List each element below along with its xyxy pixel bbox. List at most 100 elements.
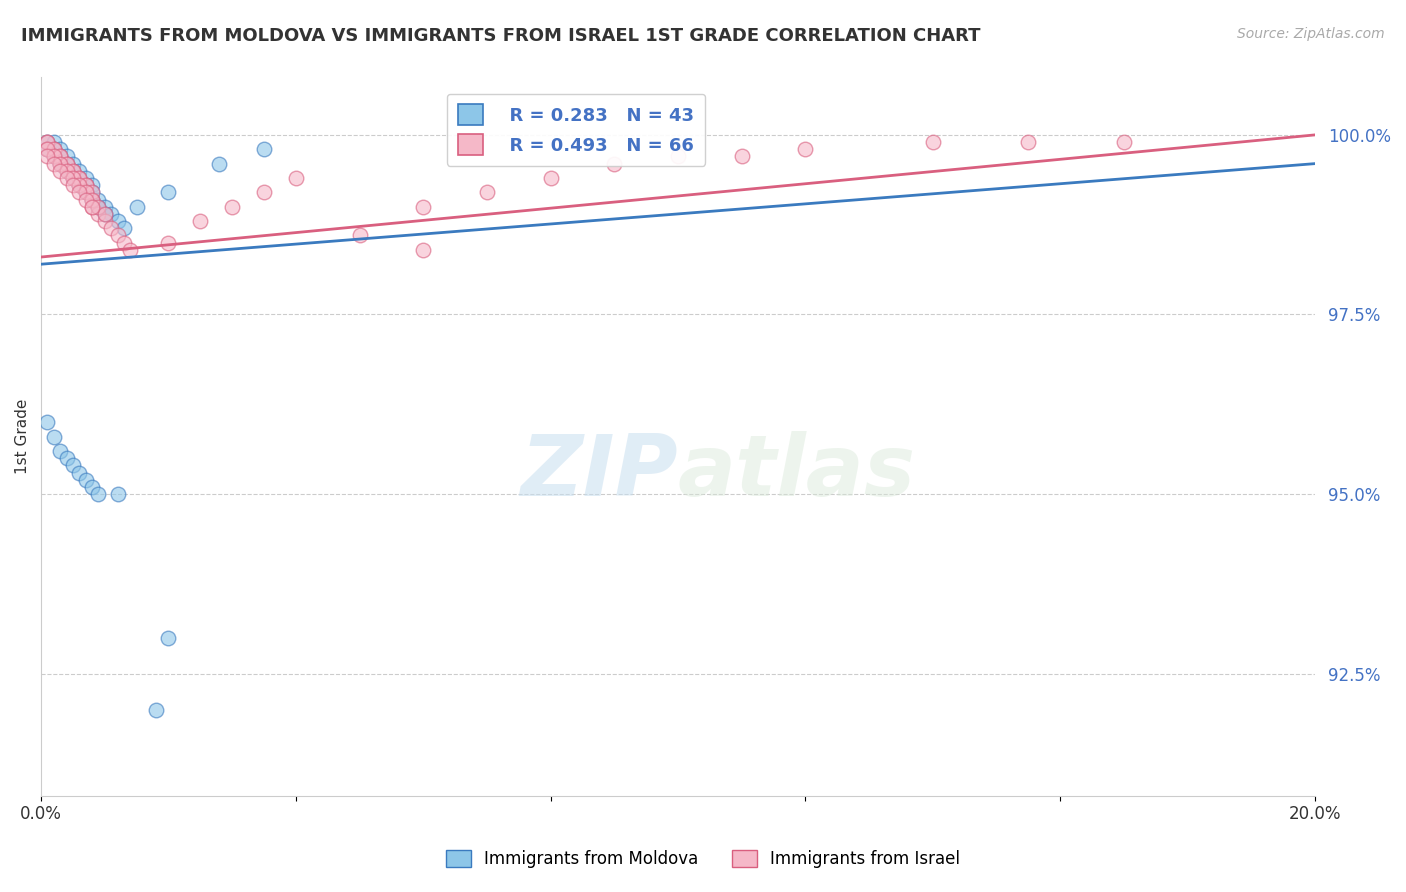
Point — [62, 164, 84, 178]
Point — [100, 207, 122, 221]
Point — [80, 178, 103, 193]
Point — [42, 142, 65, 156]
Point — [67, 178, 90, 193]
Point — [37, 149, 59, 163]
Point — [67, 164, 90, 178]
Point — [1017, 135, 1039, 149]
Point — [94, 214, 117, 228]
Point — [62, 171, 84, 186]
Point — [157, 631, 180, 645]
Point — [55, 164, 77, 178]
Point — [284, 171, 307, 186]
Point — [67, 178, 90, 193]
Point — [107, 214, 129, 228]
Point — [349, 228, 371, 243]
Point — [80, 200, 103, 214]
Point — [100, 221, 122, 235]
Point — [37, 415, 59, 429]
Point — [112, 221, 135, 235]
Point — [87, 487, 110, 501]
Point — [75, 473, 97, 487]
Point — [67, 466, 90, 480]
Point — [120, 243, 142, 257]
Point — [55, 156, 77, 170]
Point — [87, 207, 110, 221]
Point — [253, 142, 276, 156]
Point — [107, 487, 129, 501]
Point — [55, 156, 77, 170]
Point — [794, 142, 817, 156]
Point — [80, 480, 103, 494]
Point — [80, 186, 103, 200]
Text: IMMIGRANTS FROM MOLDOVA VS IMMIGRANTS FROM ISRAEL 1ST GRADE CORRELATION CHART: IMMIGRANTS FROM MOLDOVA VS IMMIGRANTS FR… — [21, 27, 980, 45]
Point — [67, 171, 90, 186]
Point — [42, 429, 65, 443]
Point — [475, 186, 498, 200]
Point — [80, 200, 103, 214]
Point — [157, 235, 180, 250]
Point — [67, 171, 90, 186]
Text: ZIP: ZIP — [520, 431, 678, 514]
Point — [62, 164, 84, 178]
Point — [75, 186, 97, 200]
Point — [94, 207, 117, 221]
Point — [42, 149, 65, 163]
Point — [42, 142, 65, 156]
Point — [412, 243, 434, 257]
Point — [62, 171, 84, 186]
Point — [42, 149, 65, 163]
Point — [75, 171, 97, 186]
Point — [75, 178, 97, 193]
Point — [62, 156, 84, 170]
Point — [145, 702, 167, 716]
Point — [921, 135, 943, 149]
Point — [87, 200, 110, 214]
Point — [80, 193, 103, 207]
Point — [62, 164, 84, 178]
Point — [87, 193, 110, 207]
Point — [208, 156, 231, 170]
Point — [730, 149, 752, 163]
Point — [112, 235, 135, 250]
Text: atlas: atlas — [678, 431, 917, 514]
Point — [412, 200, 434, 214]
Point — [253, 186, 276, 200]
Point — [80, 193, 103, 207]
Point — [62, 458, 84, 473]
Point — [75, 186, 97, 200]
Point — [37, 142, 59, 156]
Point — [49, 142, 72, 156]
Text: Source: ZipAtlas.com: Source: ZipAtlas.com — [1237, 27, 1385, 41]
Point — [67, 178, 90, 193]
Point — [49, 156, 72, 170]
Point — [75, 193, 97, 207]
Legend: Immigrants from Moldova, Immigrants from Israel: Immigrants from Moldova, Immigrants from… — [439, 843, 967, 875]
Point — [55, 156, 77, 170]
Point — [666, 149, 689, 163]
Point — [67, 171, 90, 186]
Point — [49, 156, 72, 170]
Point — [37, 135, 59, 149]
Point — [55, 164, 77, 178]
Point — [67, 186, 90, 200]
Point — [62, 178, 84, 193]
Point — [62, 171, 84, 186]
Point — [37, 135, 59, 149]
Point — [80, 193, 103, 207]
Point — [42, 149, 65, 163]
Point — [157, 186, 180, 200]
Point — [37, 142, 59, 156]
Point — [37, 135, 59, 149]
Point — [107, 228, 129, 243]
Point — [540, 171, 562, 186]
Point — [221, 200, 243, 214]
Point — [49, 149, 72, 163]
Point — [49, 444, 72, 458]
Point — [49, 164, 72, 178]
Point — [94, 200, 117, 214]
Point — [49, 156, 72, 170]
Point — [49, 149, 72, 163]
Point — [75, 186, 97, 200]
Point — [1112, 135, 1135, 149]
Point — [49, 149, 72, 163]
